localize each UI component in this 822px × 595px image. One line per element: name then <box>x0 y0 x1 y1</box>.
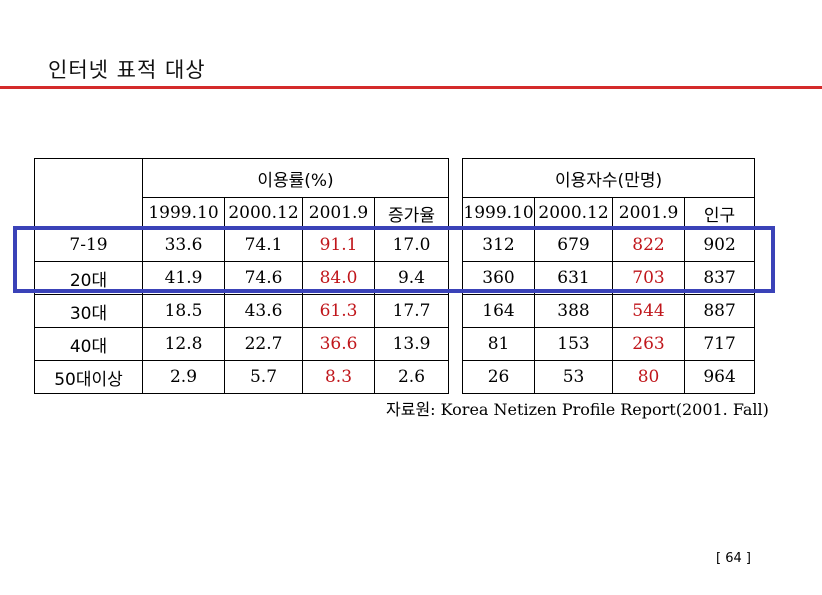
source-label: 자료원 <box>386 400 431 419</box>
slide-title: 인터넷 표적 대상 <box>48 58 206 82</box>
subheader-rate-1: 2000.12 <box>224 197 303 229</box>
row-label: 40대 <box>34 327 143 361</box>
cell: 17.7 <box>373 294 450 328</box>
subheader-users-1: 2000.12 <box>534 197 614 229</box>
subheader-rate-0: 1999.10 <box>142 197 225 229</box>
cell-highlight: 91.1 <box>302 228 375 262</box>
group-header-usage-rate: 이용률(%) <box>141 158 450 198</box>
cell: 22.7 <box>224 327 303 361</box>
cell-highlight: 61.3 <box>302 294 375 328</box>
subheader-rate-2: 2001.9 <box>302 197 375 229</box>
table-row: 50대이상 2.9 5.7 8.3 2.6 26 53 80 964 <box>34 360 756 394</box>
cell-highlight: 263 <box>612 327 686 361</box>
subheader-users-3: 인구 <box>684 197 756 229</box>
cell: 312 <box>462 228 536 262</box>
cell: 53 <box>534 360 614 394</box>
column-gap <box>448 197 464 229</box>
cell: 12.8 <box>142 327 225 361</box>
cell-highlight: 544 <box>612 294 686 328</box>
column-gap <box>448 294 464 328</box>
cell: 43.6 <box>224 294 303 328</box>
subheader-users-0: 1999.10 <box>462 197 536 229</box>
row-label: 7-19 <box>34 228 143 262</box>
cell-highlight: 822 <box>612 228 686 262</box>
cell: 887 <box>684 294 756 328</box>
cell: 164 <box>462 294 536 328</box>
source-text: : Korea Netizen Profile Report(2001. Fal… <box>430 400 769 419</box>
column-gap <box>448 327 464 361</box>
row-label: 50대이상 <box>34 360 143 394</box>
table-row: 30대 18.5 43.6 61.3 17.7 164 388 544 887 <box>34 294 756 328</box>
cell-highlight: 36.6 <box>302 327 375 361</box>
cell: 5.7 <box>224 360 303 394</box>
row-label: 30대 <box>34 294 143 328</box>
corner-cell <box>34 158 143 198</box>
cell: 33.6 <box>142 228 225 262</box>
cell: 388 <box>534 294 614 328</box>
column-gap <box>448 158 464 198</box>
subheader-users-2: 2001.9 <box>612 197 686 229</box>
highlight-box <box>13 226 775 293</box>
cell-highlight: 80 <box>612 360 686 394</box>
cell: 26 <box>462 360 536 394</box>
cell: 74.1 <box>224 228 303 262</box>
cell: 2.6 <box>373 360 450 394</box>
cell: 81 <box>462 327 536 361</box>
page-number: [ 64 ] <box>716 551 751 566</box>
cell-highlight: 8.3 <box>302 360 375 394</box>
cell: 717 <box>684 327 756 361</box>
cell: 2.9 <box>142 360 225 394</box>
title-divider <box>0 86 822 89</box>
source-note: 자료원: Korea Netizen Profile Report(2001. … <box>386 396 769 420</box>
table-row: 40대 12.8 22.7 36.6 13.9 81 153 263 717 <box>34 327 756 361</box>
corner-cell-lower <box>34 197 143 229</box>
internet-target-table: 이용률(%) 이용자수(만명) 1999.10 2000.12 2001.9 증… <box>34 158 756 394</box>
group-header-users: 이용자수(만명) <box>462 158 756 198</box>
cell: 18.5 <box>142 294 225 328</box>
cell: 153 <box>534 327 614 361</box>
cell: 13.9 <box>373 327 450 361</box>
column-gap <box>448 360 464 394</box>
subheader-rate-3: 증가율 <box>373 197 450 229</box>
cell: 964 <box>684 360 756 394</box>
